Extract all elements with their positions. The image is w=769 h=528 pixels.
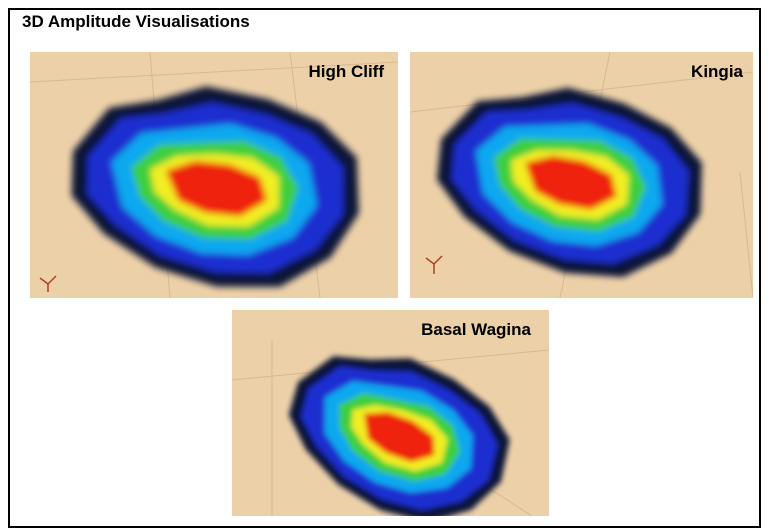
visualisation-panel: Kingia [410,52,753,298]
panel-label: Kingia [691,62,743,82]
amplitude-image [232,310,549,516]
amplitude-image [30,52,398,298]
amplitude-image [410,52,753,298]
visualisation-panel: High Cliff [30,52,398,298]
visualisation-panel: Basal Wagina [232,310,549,516]
panel-label: Basal Wagina [421,320,531,340]
slide-title: 3D Amplitude Visualisations [22,12,250,32]
panel-label: High Cliff [308,62,384,82]
